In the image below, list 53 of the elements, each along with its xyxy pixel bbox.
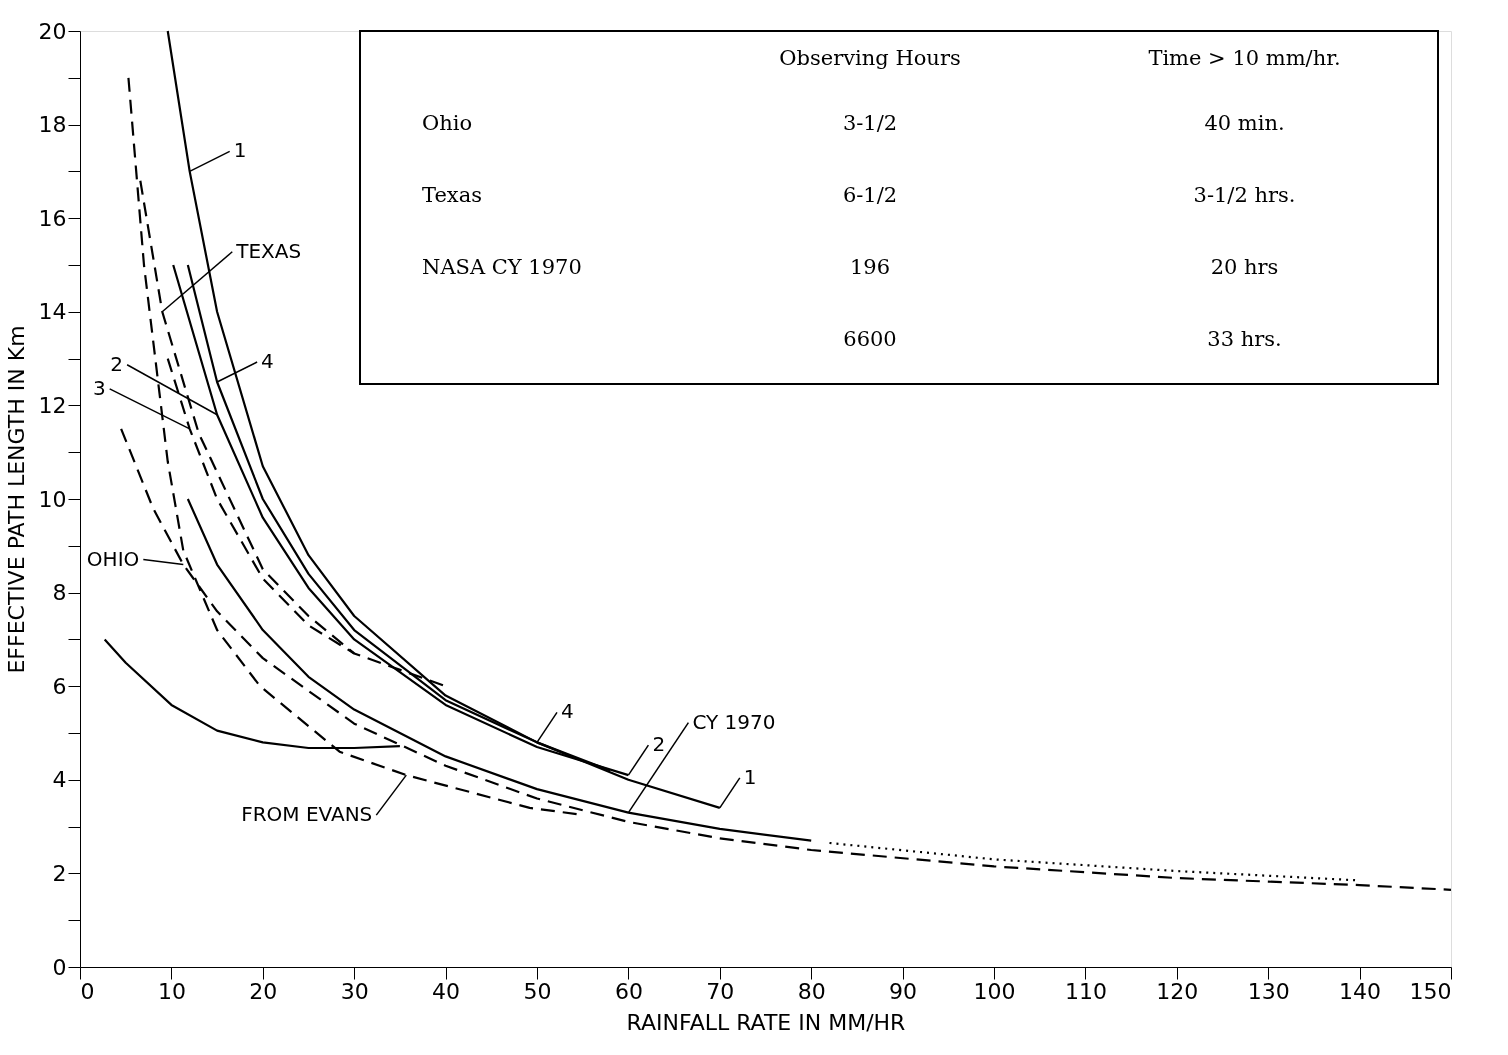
- x-tick-label: 30: [340, 978, 369, 1004]
- x-tick-label: 40: [432, 978, 461, 1004]
- y-tick-label: 4: [52, 767, 67, 793]
- annotation: 6600: [843, 327, 897, 351]
- annotation: 1: [743, 764, 757, 789]
- annotation: 3-1/2: [842, 111, 898, 135]
- x-axis-title: RAINFALL RATE IN MM/HR: [626, 1009, 906, 1035]
- x-tick-label: 90: [889, 978, 918, 1004]
- x-tick-label: 60: [614, 978, 643, 1004]
- x-tick-label: 150: [1409, 978, 1452, 1004]
- x-tick-label: 10: [157, 978, 186, 1004]
- x-tick-label: 140: [1339, 978, 1382, 1004]
- x-tick-label: 20: [249, 978, 278, 1004]
- x-tick-label: 0: [80, 978, 95, 1004]
- x-tick-label: 110: [1064, 978, 1107, 1004]
- annotation: 6-1/2: [842, 183, 898, 207]
- annotation: CY 1970: [692, 709, 776, 734]
- y-tick-label: 8: [52, 580, 67, 606]
- annotation: FROM EVANS: [241, 802, 373, 827]
- annotation: 196: [849, 255, 891, 279]
- annotation: 3-1/2 hrs.: [1193, 183, 1296, 207]
- x-tick-label: 100: [973, 978, 1016, 1004]
- y-tick-label: 16: [38, 205, 67, 231]
- x-tick-label: 120: [1156, 978, 1199, 1004]
- annotation: Time > 10 mm/hr.: [1148, 45, 1341, 70]
- annotation: NASA CY 1970: [422, 255, 582, 279]
- annotation: Ohio: [422, 111, 473, 135]
- annotation: Observing Hours: [779, 45, 961, 70]
- y-tick-label: 12: [38, 392, 67, 418]
- annotation: Texas: [422, 183, 482, 207]
- annotation: 33 hrs.: [1207, 327, 1282, 351]
- y-tick-label: 6: [52, 673, 67, 699]
- annotation: 40 min.: [1204, 111, 1285, 135]
- annotation: 4: [261, 349, 274, 373]
- annotation: OHIO: [86, 546, 140, 571]
- y-tick-label: 10: [38, 486, 67, 512]
- y-tick-label: 20: [38, 18, 67, 44]
- x-tick-label: 50: [523, 978, 552, 1004]
- annotation: 1: [233, 138, 247, 163]
- x-tick-label: 80: [797, 978, 826, 1004]
- y-axis-title: EFFECTIVE PATH LENGTH IN Km: [3, 325, 29, 674]
- x-tick-label: 70: [706, 978, 735, 1004]
- annotation: TEXAS: [235, 238, 302, 263]
- y-tick-label: 0: [52, 954, 67, 980]
- annotation: 2: [652, 732, 666, 757]
- annotation: 3: [92, 375, 106, 400]
- x-tick-label: 130: [1247, 978, 1290, 1004]
- y-tick-label: 14: [38, 299, 67, 325]
- y-tick-label: 18: [38, 112, 67, 138]
- y-tick-label: 2: [52, 860, 67, 886]
- annotation: 4: [561, 699, 574, 724]
- annotation: 2: [110, 351, 124, 376]
- annotation: 20 hrs: [1210, 255, 1279, 279]
